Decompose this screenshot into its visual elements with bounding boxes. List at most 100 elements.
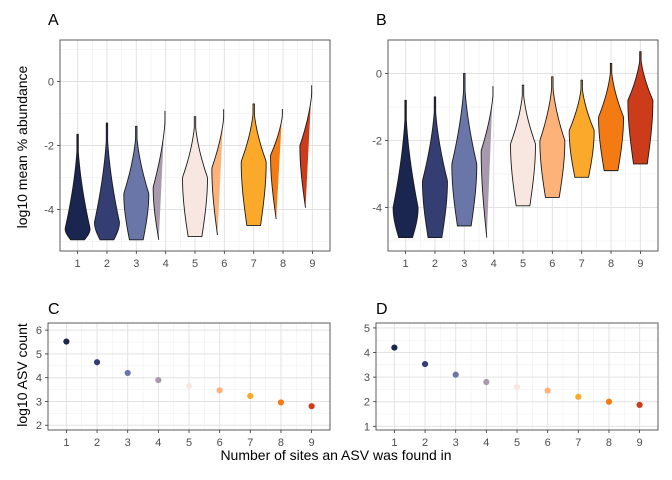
point-7 xyxy=(575,393,582,400)
y-tick-label: 3 xyxy=(364,372,370,384)
x-tick-label: 3 xyxy=(461,258,467,270)
y-tick-label: 2 xyxy=(36,420,42,432)
y-tick-label: 3 xyxy=(36,396,42,408)
violin-5 xyxy=(182,116,208,238)
x-tick-label: 2 xyxy=(422,437,428,449)
x-tick-label: 2 xyxy=(432,258,438,270)
point-6 xyxy=(544,387,551,394)
x-tick-label: 3 xyxy=(453,437,459,449)
panel-label-a: A xyxy=(48,12,59,29)
violin-3 xyxy=(123,125,150,241)
panel-label-b: B xyxy=(376,12,387,29)
x-tick-label: 5 xyxy=(514,437,520,449)
x-axis-title-shared: Number of sites an ASV was found in xyxy=(220,447,451,463)
violin-7 xyxy=(568,79,595,178)
x-tick-label: 6 xyxy=(221,258,227,270)
point-3 xyxy=(452,371,459,378)
point-8 xyxy=(277,399,285,406)
y-tick-label: -2 xyxy=(44,141,54,153)
y-tick-label: -4 xyxy=(372,202,382,214)
x-tick-label: 8 xyxy=(280,258,286,270)
point-1 xyxy=(391,344,398,351)
violin-2 xyxy=(422,96,448,239)
x-tick-label: 4 xyxy=(155,437,161,449)
x-tick-label: 2 xyxy=(94,437,100,449)
plot-border xyxy=(375,322,659,431)
x-tick-label: 5 xyxy=(192,258,198,270)
point-7 xyxy=(247,392,254,400)
x-tick-label: 9 xyxy=(309,437,315,449)
x-tick-label: 7 xyxy=(579,258,585,270)
point-3 xyxy=(124,369,131,377)
point-4 xyxy=(155,376,162,384)
x-tick-label: 9 xyxy=(637,258,643,270)
violin-9 xyxy=(627,51,654,165)
point-9 xyxy=(308,403,315,410)
x-tick-label: 9 xyxy=(637,437,643,449)
y-tick-label: 2 xyxy=(364,397,370,409)
panel-c: 2 3 4 5 6 1 2 3 4 5 6 7 8 9 xyxy=(36,322,331,449)
y-tick-label: 5 xyxy=(364,323,370,335)
plot-border xyxy=(387,39,659,252)
violin-9 xyxy=(299,85,313,208)
violin-4 xyxy=(480,86,494,238)
panel-label-d: D xyxy=(376,301,388,318)
violin-1 xyxy=(64,133,91,241)
x-tick-label: 8 xyxy=(608,258,614,270)
point-2 xyxy=(93,359,101,366)
point-5 xyxy=(513,383,521,391)
x-tick-label: 5 xyxy=(520,258,526,270)
point-9 xyxy=(636,401,643,409)
panel-d: 1 2 3 4 5 1 2 3 4 5 6 7 8 9 xyxy=(364,322,659,449)
violin-1 xyxy=(392,99,419,239)
violin-6 xyxy=(539,76,566,198)
x-tick-label: 8 xyxy=(278,437,284,449)
violin-4 xyxy=(152,110,166,240)
x-tick-label: 1 xyxy=(63,437,69,449)
x-tick-label: 2 xyxy=(104,258,110,270)
violin-2 xyxy=(94,122,120,241)
x-tick-label: 3 xyxy=(125,437,131,449)
panel-b: -4 -2 0 1 2 3 4 5 6 7 8 9 xyxy=(372,39,659,270)
violin-7 xyxy=(240,103,267,226)
point-5 xyxy=(185,382,193,390)
y-tick-label: 4 xyxy=(364,348,370,360)
x-tick-label: 7 xyxy=(251,258,257,270)
y-tick-label: -4 xyxy=(44,204,54,216)
x-tick-label: 9 xyxy=(309,258,315,270)
y-tick-label: 0 xyxy=(376,68,382,80)
point-8 xyxy=(605,398,613,405)
y-tick-label: 0 xyxy=(48,77,54,89)
violin-5 xyxy=(510,84,536,207)
x-tick-label: 4 xyxy=(491,258,497,270)
panel-a: -4 -2 0 1 2 3 4 5 6 7 8 9 xyxy=(44,39,331,270)
y-tick-label: 4 xyxy=(36,373,42,385)
x-tick-label: 6 xyxy=(217,437,223,449)
x-tick-label: 7 xyxy=(575,437,581,449)
y-axis-title-asv-count: log10 ASV count xyxy=(14,323,30,427)
plot-border xyxy=(47,322,331,431)
x-tick-label: 8 xyxy=(606,437,612,449)
y-tick-label: 1 xyxy=(364,421,370,433)
x-tick-label: 6 xyxy=(549,258,555,270)
x-tick-label: 6 xyxy=(545,437,551,449)
violin-3 xyxy=(451,73,478,227)
violin-8 xyxy=(270,109,283,220)
x-tick-label: 4 xyxy=(483,437,489,449)
x-tick-label: 1 xyxy=(75,258,81,270)
panel-label-c: C xyxy=(48,301,60,318)
x-tick-label: 3 xyxy=(133,258,139,270)
x-tick-label: 1 xyxy=(391,437,397,449)
point-2 xyxy=(421,360,429,368)
y-tick-label: 6 xyxy=(36,325,42,337)
violin-6 xyxy=(211,109,225,236)
point-1 xyxy=(63,338,70,345)
violin-8 xyxy=(598,62,624,172)
point-4 xyxy=(483,378,490,386)
x-tick-label: 7 xyxy=(247,437,253,449)
x-tick-label: 5 xyxy=(186,437,192,449)
x-tick-label: 4 xyxy=(163,258,169,270)
y-tick-label: -2 xyxy=(372,135,382,147)
x-tick-label: 1 xyxy=(403,258,409,270)
